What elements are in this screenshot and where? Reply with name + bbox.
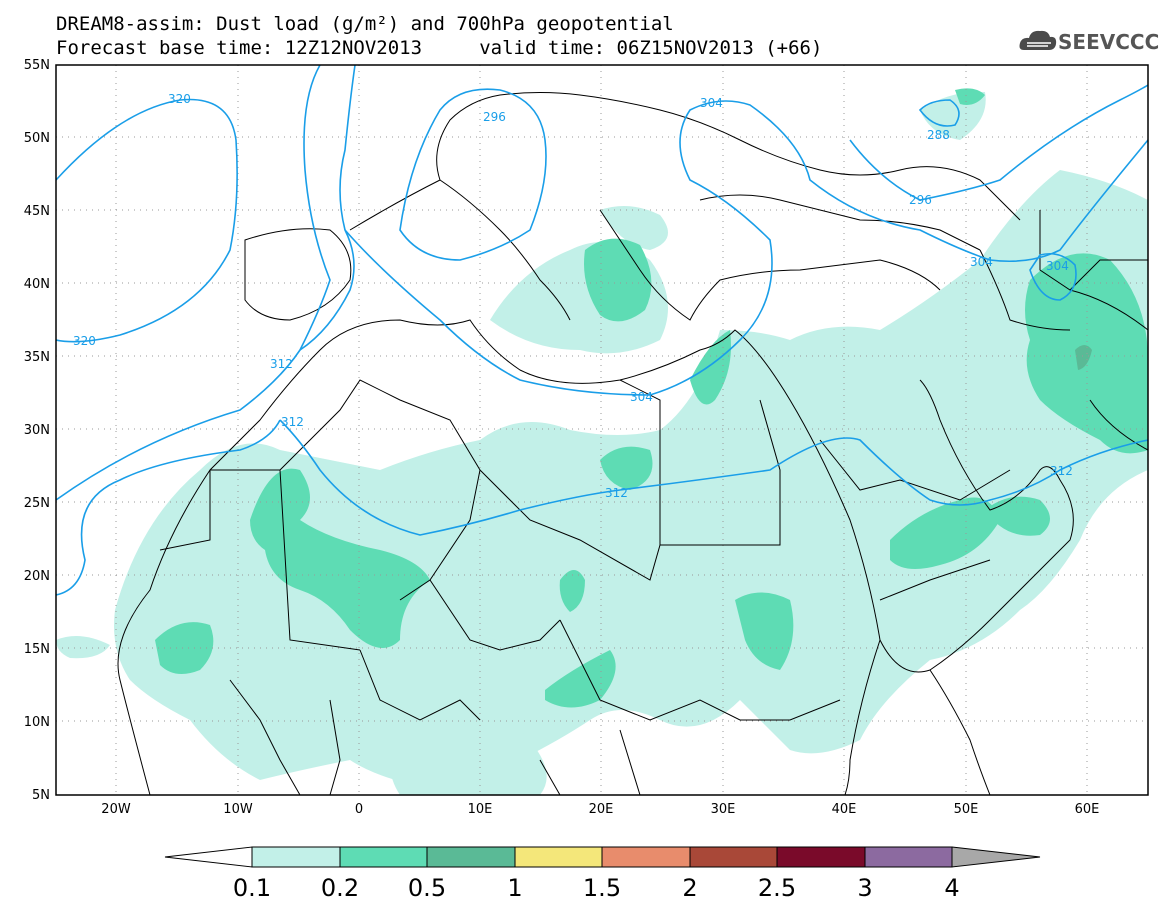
contour-label: 288 (927, 128, 950, 142)
colorbar-over-arrow (951, 846, 1041, 868)
colorbar-swatch (251, 846, 341, 868)
lat-label: 45N (24, 204, 50, 219)
lat-label: 55N (24, 58, 50, 73)
lon-label: 30E (711, 802, 736, 817)
contour-label: 312 (281, 415, 304, 429)
forecast-time-subtitle: Forecast base time: 12Z12NOV2013 valid t… (56, 37, 823, 59)
contour-label: 312 (1050, 464, 1073, 478)
colorbar-swatch (339, 846, 428, 868)
dust-high-areas (1075, 345, 1092, 370)
contour-labels: 320 296 304 288 296 304 304 320 312 312 … (73, 92, 1073, 500)
colorbar-tick-label: 3 (857, 874, 873, 902)
lon-label: 50E (954, 802, 979, 817)
colorbar-tick-label: 2.5 (757, 874, 797, 902)
colorbar-swatch (426, 846, 516, 868)
lon-label: 20W (101, 802, 131, 817)
colorbar-tick-label: 4 (944, 874, 960, 902)
contour-label: 304 (630, 390, 653, 404)
colorbar (164, 846, 1041, 868)
colorbar-swatch (514, 846, 603, 868)
lon-label: 20E (589, 802, 614, 817)
colorbar-tick-label: 1.5 (582, 874, 622, 902)
contour-label: 312 (605, 486, 628, 500)
lat-label: 25N (24, 496, 50, 511)
graticule (56, 65, 1148, 795)
dust-medium-areas (155, 88, 1148, 708)
lon-label: 60E (1075, 802, 1100, 817)
colorbar-swatch (776, 846, 866, 868)
lon-axis: 20W 10W 0 10E 20E 30E 40E 50E 60E (101, 802, 1099, 817)
contour-label: 304 (970, 255, 993, 269)
contour-label: 312 (270, 357, 293, 371)
contour-label: 296 (483, 110, 506, 124)
lon-label: 40E (832, 802, 857, 817)
lat-axis: 55N 50N 45N 40N 35N 30N 25N 20N 15N 10N … (24, 58, 50, 803)
colorbar-swatch (689, 846, 778, 868)
map-title: DREAM8-assim: Dust load (g/m²) and 700hP… (56, 13, 674, 35)
map-frame (55, 64, 1149, 796)
colorbar-tick-label: 2 (682, 874, 698, 902)
lat-label: 5N (32, 788, 50, 803)
lon-label: 10E (468, 802, 493, 817)
contour-label: 304 (700, 96, 723, 110)
coastlines (117, 92, 1148, 795)
colorbar-swatch (601, 846, 691, 868)
contour-label: 320 (168, 92, 191, 106)
colorbar-swatch (864, 846, 953, 868)
cloud-icon (1019, 30, 1057, 50)
lat-label: 30N (24, 423, 50, 438)
lon-label: 0 (355, 802, 363, 817)
contour-label: 304 (1046, 259, 1069, 273)
logo-text: SEEVCCC (1058, 30, 1160, 54)
lat-label: 15N (24, 642, 50, 657)
colorbar-tick-label: 0.2 (320, 874, 360, 902)
lat-label: 35N (24, 350, 50, 365)
lat-label: 40N (24, 277, 50, 292)
colorbar-under-arrow (164, 846, 253, 868)
geopotential-contours (56, 65, 1148, 596)
colorbar-tick-label: 0.1 (232, 874, 272, 902)
colorbar-tick-label: 1 (507, 874, 523, 902)
dust-load-layer (56, 88, 1148, 795)
contour-label: 296 (909, 193, 932, 207)
lat-label: 50N (24, 131, 50, 146)
colorbar-tick-label: 0.5 (407, 874, 447, 902)
lat-label: 10N (24, 715, 50, 730)
contour-label: 320 (73, 334, 96, 348)
lat-label: 20N (24, 569, 50, 584)
lon-label: 10W (223, 802, 253, 817)
